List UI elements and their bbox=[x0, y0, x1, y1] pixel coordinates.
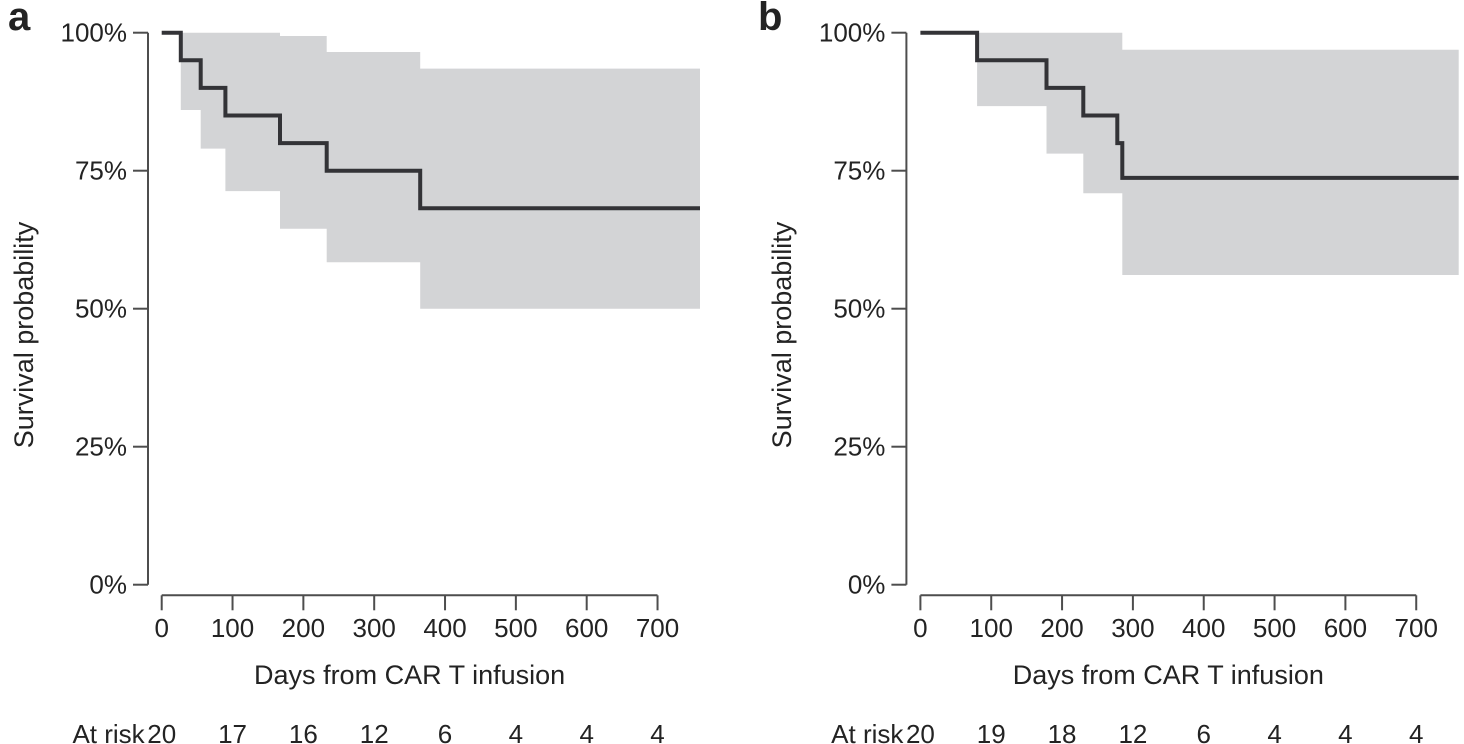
y-tick-label: 0% bbox=[89, 570, 127, 600]
x-tick-label: 0 bbox=[913, 613, 927, 643]
at-risk-label: At risk bbox=[831, 719, 904, 744]
at-risk-count: 16 bbox=[289, 719, 318, 744]
at-risk-count: 12 bbox=[360, 719, 389, 744]
at-risk-count: 4 bbox=[650, 719, 664, 744]
y-tick-label: 100% bbox=[819, 18, 886, 48]
x-tick-label: 300 bbox=[353, 613, 396, 643]
at-risk-count: 4 bbox=[579, 719, 593, 744]
y-axis-title: Survival probability bbox=[9, 221, 39, 448]
at-risk-count: 17 bbox=[218, 719, 247, 744]
y-tick-label: 50% bbox=[833, 294, 885, 324]
x-tick-label: 100 bbox=[211, 613, 254, 643]
y-axis-title: Survival probability bbox=[767, 221, 797, 448]
x-tick-label: 500 bbox=[1253, 613, 1296, 643]
y-tick-label: 75% bbox=[833, 156, 885, 186]
panel-a-survival-curve bbox=[161, 30, 700, 211]
at-risk-count: 20 bbox=[906, 719, 935, 744]
at-risk-count: 20 bbox=[147, 719, 176, 744]
y-tick-label: 75% bbox=[75, 156, 127, 186]
y-tick-label: 100% bbox=[61, 18, 128, 48]
x-tick-label: 100 bbox=[970, 613, 1013, 643]
x-tick-label: 500 bbox=[494, 613, 537, 643]
at-risk-count: 6 bbox=[1196, 719, 1210, 744]
panel-b-survival-curve bbox=[920, 30, 1459, 180]
at-risk-count: 4 bbox=[509, 719, 523, 744]
y-tick-label: 50% bbox=[75, 294, 127, 324]
y-tick-label: 25% bbox=[75, 432, 127, 462]
at-risk-count: 4 bbox=[1409, 719, 1423, 744]
x-tick-label: 200 bbox=[282, 613, 325, 643]
x-tick-label: 700 bbox=[636, 613, 679, 643]
at-risk-count: 18 bbox=[1048, 719, 1077, 744]
at-risk-count: 12 bbox=[1118, 719, 1147, 744]
x-tick-label: 200 bbox=[1040, 613, 1083, 643]
at-risk-count: 4 bbox=[1267, 719, 1281, 744]
x-tick-label: 700 bbox=[1395, 613, 1438, 643]
y-tick-label: 0% bbox=[848, 570, 886, 600]
x-axis-title: Days from CAR T infusion bbox=[254, 660, 565, 690]
panel-a-confidence-band bbox=[180, 32, 701, 309]
at-risk-count: 6 bbox=[438, 719, 452, 744]
x-tick-label: 600 bbox=[1324, 613, 1367, 643]
x-tick-label: 600 bbox=[565, 613, 608, 643]
panel-b-label: b bbox=[758, 0, 782, 39]
at-risk-label: At risk bbox=[72, 719, 145, 744]
x-axis-title: Days from CAR T infusion bbox=[1013, 660, 1324, 690]
panel-a-label: a bbox=[8, 0, 31, 39]
at-risk-count: 19 bbox=[977, 719, 1006, 744]
x-tick-label: 0 bbox=[154, 613, 168, 643]
panel-b-confidence-band bbox=[977, 32, 1459, 276]
x-tick-label: 400 bbox=[423, 613, 466, 643]
y-tick-label: 25% bbox=[833, 432, 885, 462]
x-tick-label: 300 bbox=[1111, 613, 1154, 643]
x-tick-label: 400 bbox=[1182, 613, 1225, 643]
at-risk-count: 4 bbox=[1338, 719, 1352, 744]
